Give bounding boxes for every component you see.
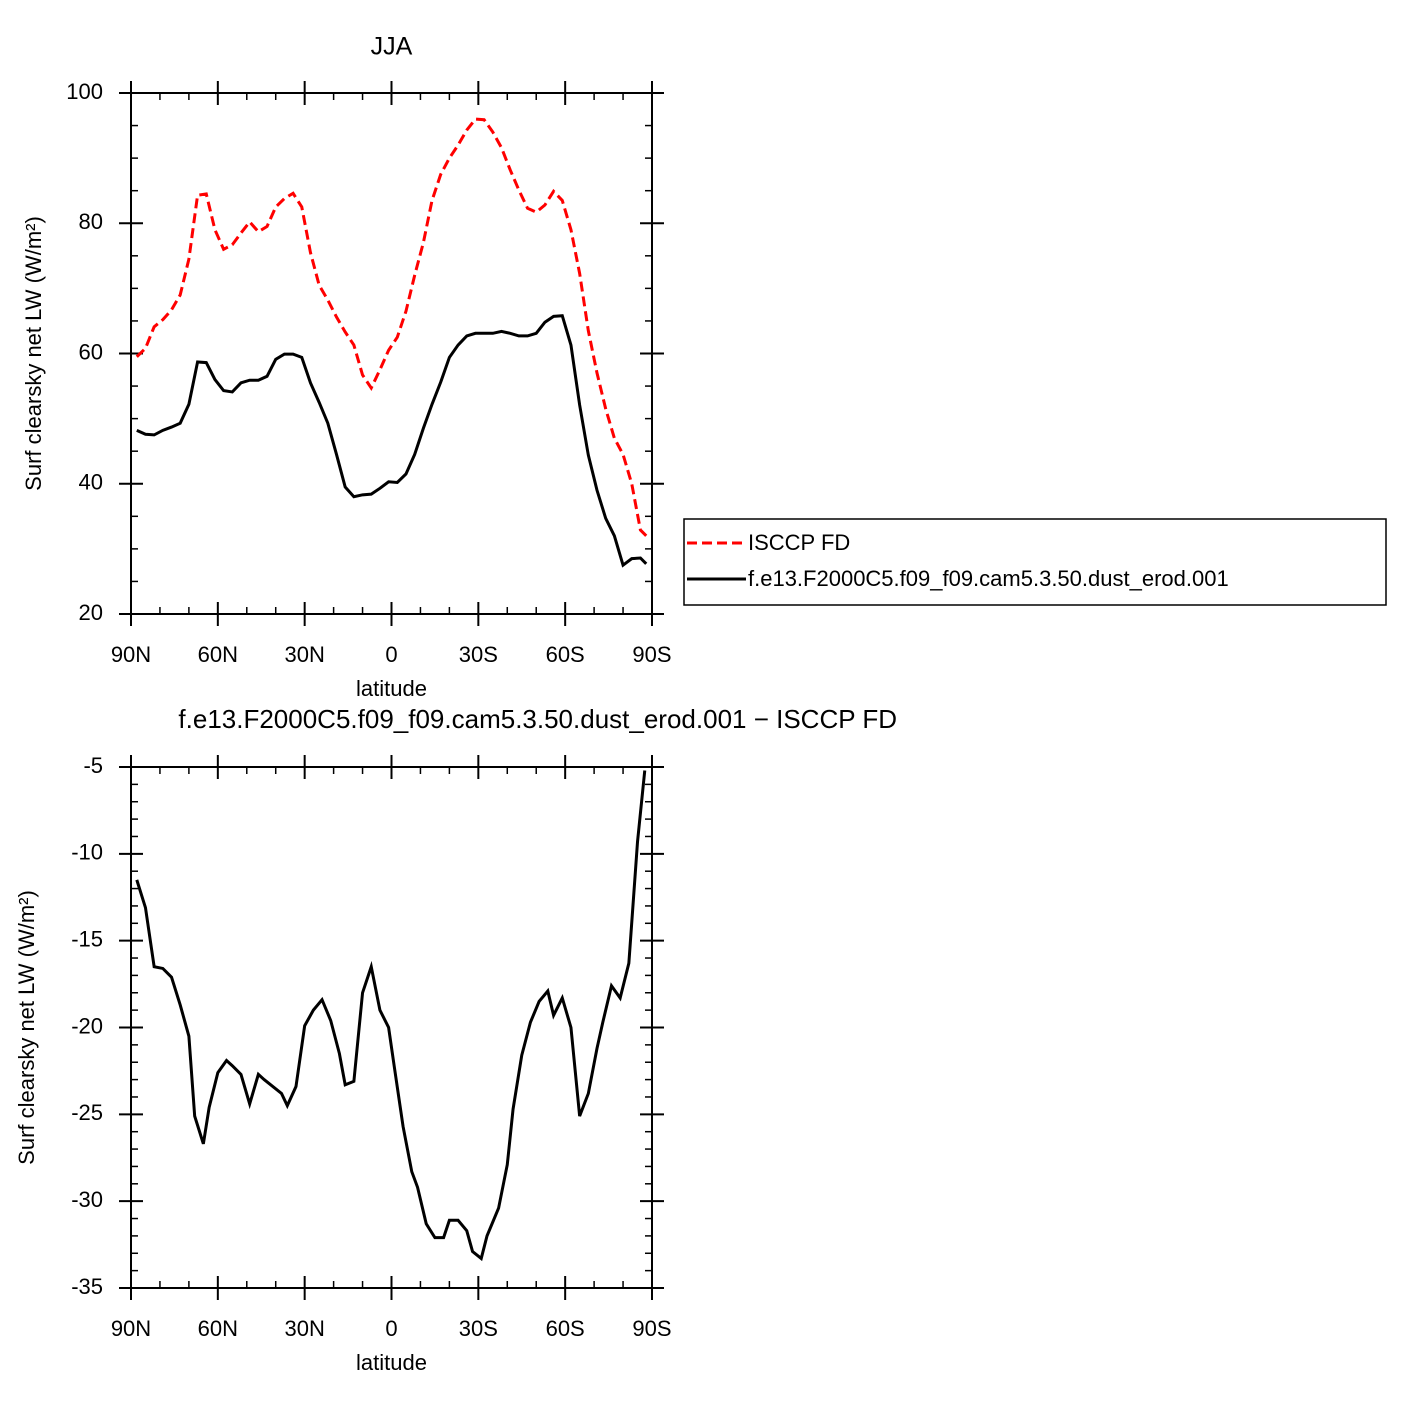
y-axis-label: Surf clearsky net LW (W/m²) (21, 216, 46, 491)
data-line (136, 314, 648, 568)
x-tick-label: 60N (198, 1316, 238, 1341)
y-tick-label: -10 (71, 840, 103, 865)
x-tick-label: 90N (111, 642, 151, 667)
y-tick-label: -5 (83, 753, 103, 778)
y-tick-label: -35 (71, 1274, 103, 1299)
y-tick-label: 20 (79, 600, 103, 625)
y-tick-label: -20 (71, 1013, 103, 1038)
chart-title: JJA (371, 33, 413, 61)
y-tick-label: -30 (71, 1187, 103, 1212)
plot-frame (130, 766, 653, 1289)
x-tick-label: 30N (284, 1316, 324, 1341)
x-tick-label: 0 (385, 642, 397, 667)
x-tick-label: 30N (284, 642, 324, 667)
y-tick-label: -25 (71, 1100, 103, 1125)
x-tick-label: 30S (459, 1316, 498, 1341)
x-tick-label: 60S (546, 1316, 585, 1341)
legend-box (683, 518, 1387, 606)
y-axis-label: Surf clearsky net LW (W/m²) (14, 890, 39, 1165)
legend-label: f.e13.F2000C5.f09_f09.cam5.3.50.dust_ero… (748, 566, 1229, 591)
x-axis-label: latitude (356, 1350, 427, 1375)
y-tick-label: 60 (79, 339, 103, 364)
x-tick-label: 60S (546, 642, 585, 667)
x-tick-label: 90S (632, 1316, 671, 1341)
chart-title: f.e13.F2000C5.f09_f09.cam5.3.50.dust_ero… (178, 704, 897, 734)
y-tick-label: 40 (79, 470, 103, 495)
legend-label: ISCCP FD (748, 530, 850, 555)
x-axis-label: latitude (356, 676, 427, 701)
x-tick-label: 60N (198, 642, 238, 667)
y-tick-label: 100 (66, 79, 103, 104)
x-tick-label: 90S (632, 642, 671, 667)
y-tick-label: 80 (79, 209, 103, 234)
data-line (135, 117, 648, 537)
data-line (135, 770, 647, 1262)
x-tick-label: 90N (111, 1316, 151, 1341)
x-tick-label: 0 (385, 1316, 397, 1341)
y-tick-label: -15 (71, 926, 103, 951)
x-tick-label: 30S (459, 642, 498, 667)
plot-frame (130, 92, 653, 615)
